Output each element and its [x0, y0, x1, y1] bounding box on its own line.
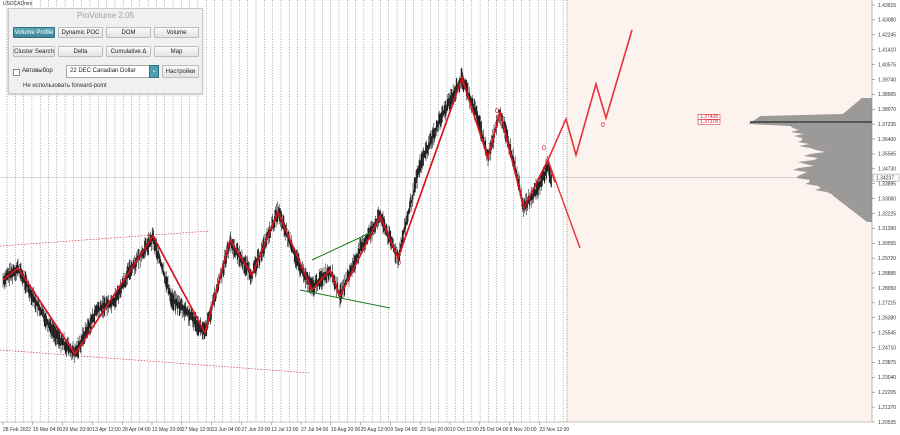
price-tick-label: 1.20535 — [878, 420, 896, 426]
price-tick-label: 1.33895 — [878, 182, 896, 188]
chevron-down-icon[interactable]: ⌄ — [149, 65, 159, 78]
wave-label: 0 — [397, 260, 401, 267]
poc-tag-text: 1.37378 — [700, 119, 718, 125]
forecast-down-line — [547, 159, 581, 249]
time-tick-label: 29 Mar 20:00 — [63, 427, 93, 433]
price-tick-label: 1.25545 — [878, 330, 896, 336]
forward-point-option[interactable]: Не использовать forward-point — [23, 83, 107, 89]
forecast-up-line — [547, 29, 633, 161]
channel-upper-line — [0, 230, 211, 247]
price-tick-label: 1.34730 — [878, 167, 896, 173]
volume-profile — [748, 98, 872, 222]
time-tick-label: 23 Nov 12:00 — [539, 427, 569, 433]
autoselect-label: Автовыбор — [22, 68, 53, 74]
price-tick-label: 1.23875 — [878, 360, 896, 366]
cumulative-delta-button[interactable]: Cumulative Δ — [106, 46, 151, 57]
price-tick-label: 1.30555 — [878, 241, 896, 247]
zigzag-line — [2, 75, 556, 356]
price-tick-label: 1.28050 — [878, 286, 896, 292]
time-tick-label: 27 May 12:00 — [182, 427, 213, 433]
trend-lower-line — [299, 289, 391, 309]
current-price-label: 1.34237 — [876, 175, 894, 181]
price-tick-label: 1.31390 — [878, 226, 896, 232]
price-tick-label: 1.29720 — [878, 256, 896, 262]
time-tick-label: 28 Feb 2022 — [3, 427, 31, 433]
time-tick-label: 12 May 20:00 — [152, 427, 183, 433]
time-tick-label: 10 Aug 20:00 — [331, 427, 361, 433]
price-tick-label: 1.43915 — [878, 3, 896, 9]
price-tick-label: 1.33060 — [878, 196, 896, 202]
price-tick-label: 1.41410 — [878, 47, 896, 53]
time-tick-label: 25 Oct 04:00 — [480, 427, 509, 433]
time-tick-label: 13 Apr 12:00 — [92, 427, 121, 433]
volume-button[interactable]: Volume — [154, 27, 199, 38]
price-tick-label: 1.27215 — [878, 301, 896, 307]
delta-button[interactable]: Delta — [58, 46, 103, 57]
price-tick-label: 1.39740 — [878, 77, 896, 83]
price-tick-label: 1.26380 — [878, 316, 896, 322]
price-tick-label: 1.28885 — [878, 271, 896, 277]
instrument-select[interactable]: 22 DEC Canadian Dollar — [66, 65, 159, 78]
time-tick-label: 12 Jul 12:00 — [271, 427, 298, 433]
current-price-tag — [872, 173, 900, 182]
dynamic-poc-button[interactable]: Dynamic POC — [58, 27, 103, 38]
autoselect-checkbox[interactable] — [13, 69, 20, 76]
future-area — [567, 0, 872, 422]
price-tick-label: 1.38905 — [878, 92, 896, 98]
panel-title: ProVolume 2.05 — [77, 11, 134, 20]
cluster-search-button[interactable]: Cluster Search — [13, 46, 55, 57]
time-tick-label: 27 Jun 20:00 — [241, 427, 270, 433]
trend-upper-line — [311, 231, 373, 261]
time-tick-label: 9 Sep 04:00 — [390, 427, 417, 433]
channel-lower-line — [0, 349, 311, 374]
time-tick-label: 27 Jul 04:00 — [301, 427, 328, 433]
wave-label: 0 — [495, 108, 499, 115]
wave-label: 0 — [601, 122, 605, 129]
time-tick-label: 10 Oct 12:00 — [450, 427, 479, 433]
map-button[interactable]: Map — [154, 46, 199, 57]
price-tick-label: 1.35565 — [878, 152, 896, 158]
volume-profile-button[interactable]: Volume Profile — [13, 27, 55, 38]
time-tick-label: 8 Nov 20:00 — [510, 427, 537, 433]
price-tick-label: 1.37235 — [878, 122, 896, 128]
price-tick-label: 1.21370 — [878, 405, 896, 411]
wave-label: 0 — [542, 145, 546, 152]
price-tick-label: 1.32225 — [878, 211, 896, 217]
price-tick-label: 1.43080 — [878, 18, 896, 24]
time-tick-label: 13 Jun 04:00 — [212, 427, 241, 433]
time-tick-label: 23 Sep 20:00 — [420, 427, 450, 433]
time-tick-label: 15 Mar 04:00 — [33, 427, 63, 433]
price-tick-label: 1.23040 — [878, 375, 896, 381]
price-tick-label: 1.40575 — [878, 62, 896, 68]
price-tick-label: 1.42245 — [878, 33, 896, 39]
provolume-panel[interactable]: ProVolume 2.05 Volume Profile Dynamic PO… — [8, 8, 203, 94]
price-tick-label: 1.22205 — [878, 390, 896, 396]
symbol-label: USDCADmm — [3, 1, 33, 7]
settings-button[interactable]: Настройки — [162, 65, 199, 78]
price-tick-label: 1.38070 — [878, 107, 896, 113]
price-tick-label: 1.24710 — [878, 345, 896, 351]
poc-line — [750, 121, 872, 123]
poc-tag — [697, 119, 721, 125]
poc-tag-text: 1.37428 — [700, 114, 718, 120]
time-tick-label: 28 Apr 04:00 — [122, 427, 151, 433]
dom-button[interactable]: DOM — [106, 27, 151, 38]
time-tick-label: 25 Aug 12:00 — [361, 427, 391, 433]
price-tick-label: 1.36400 — [878, 137, 896, 143]
